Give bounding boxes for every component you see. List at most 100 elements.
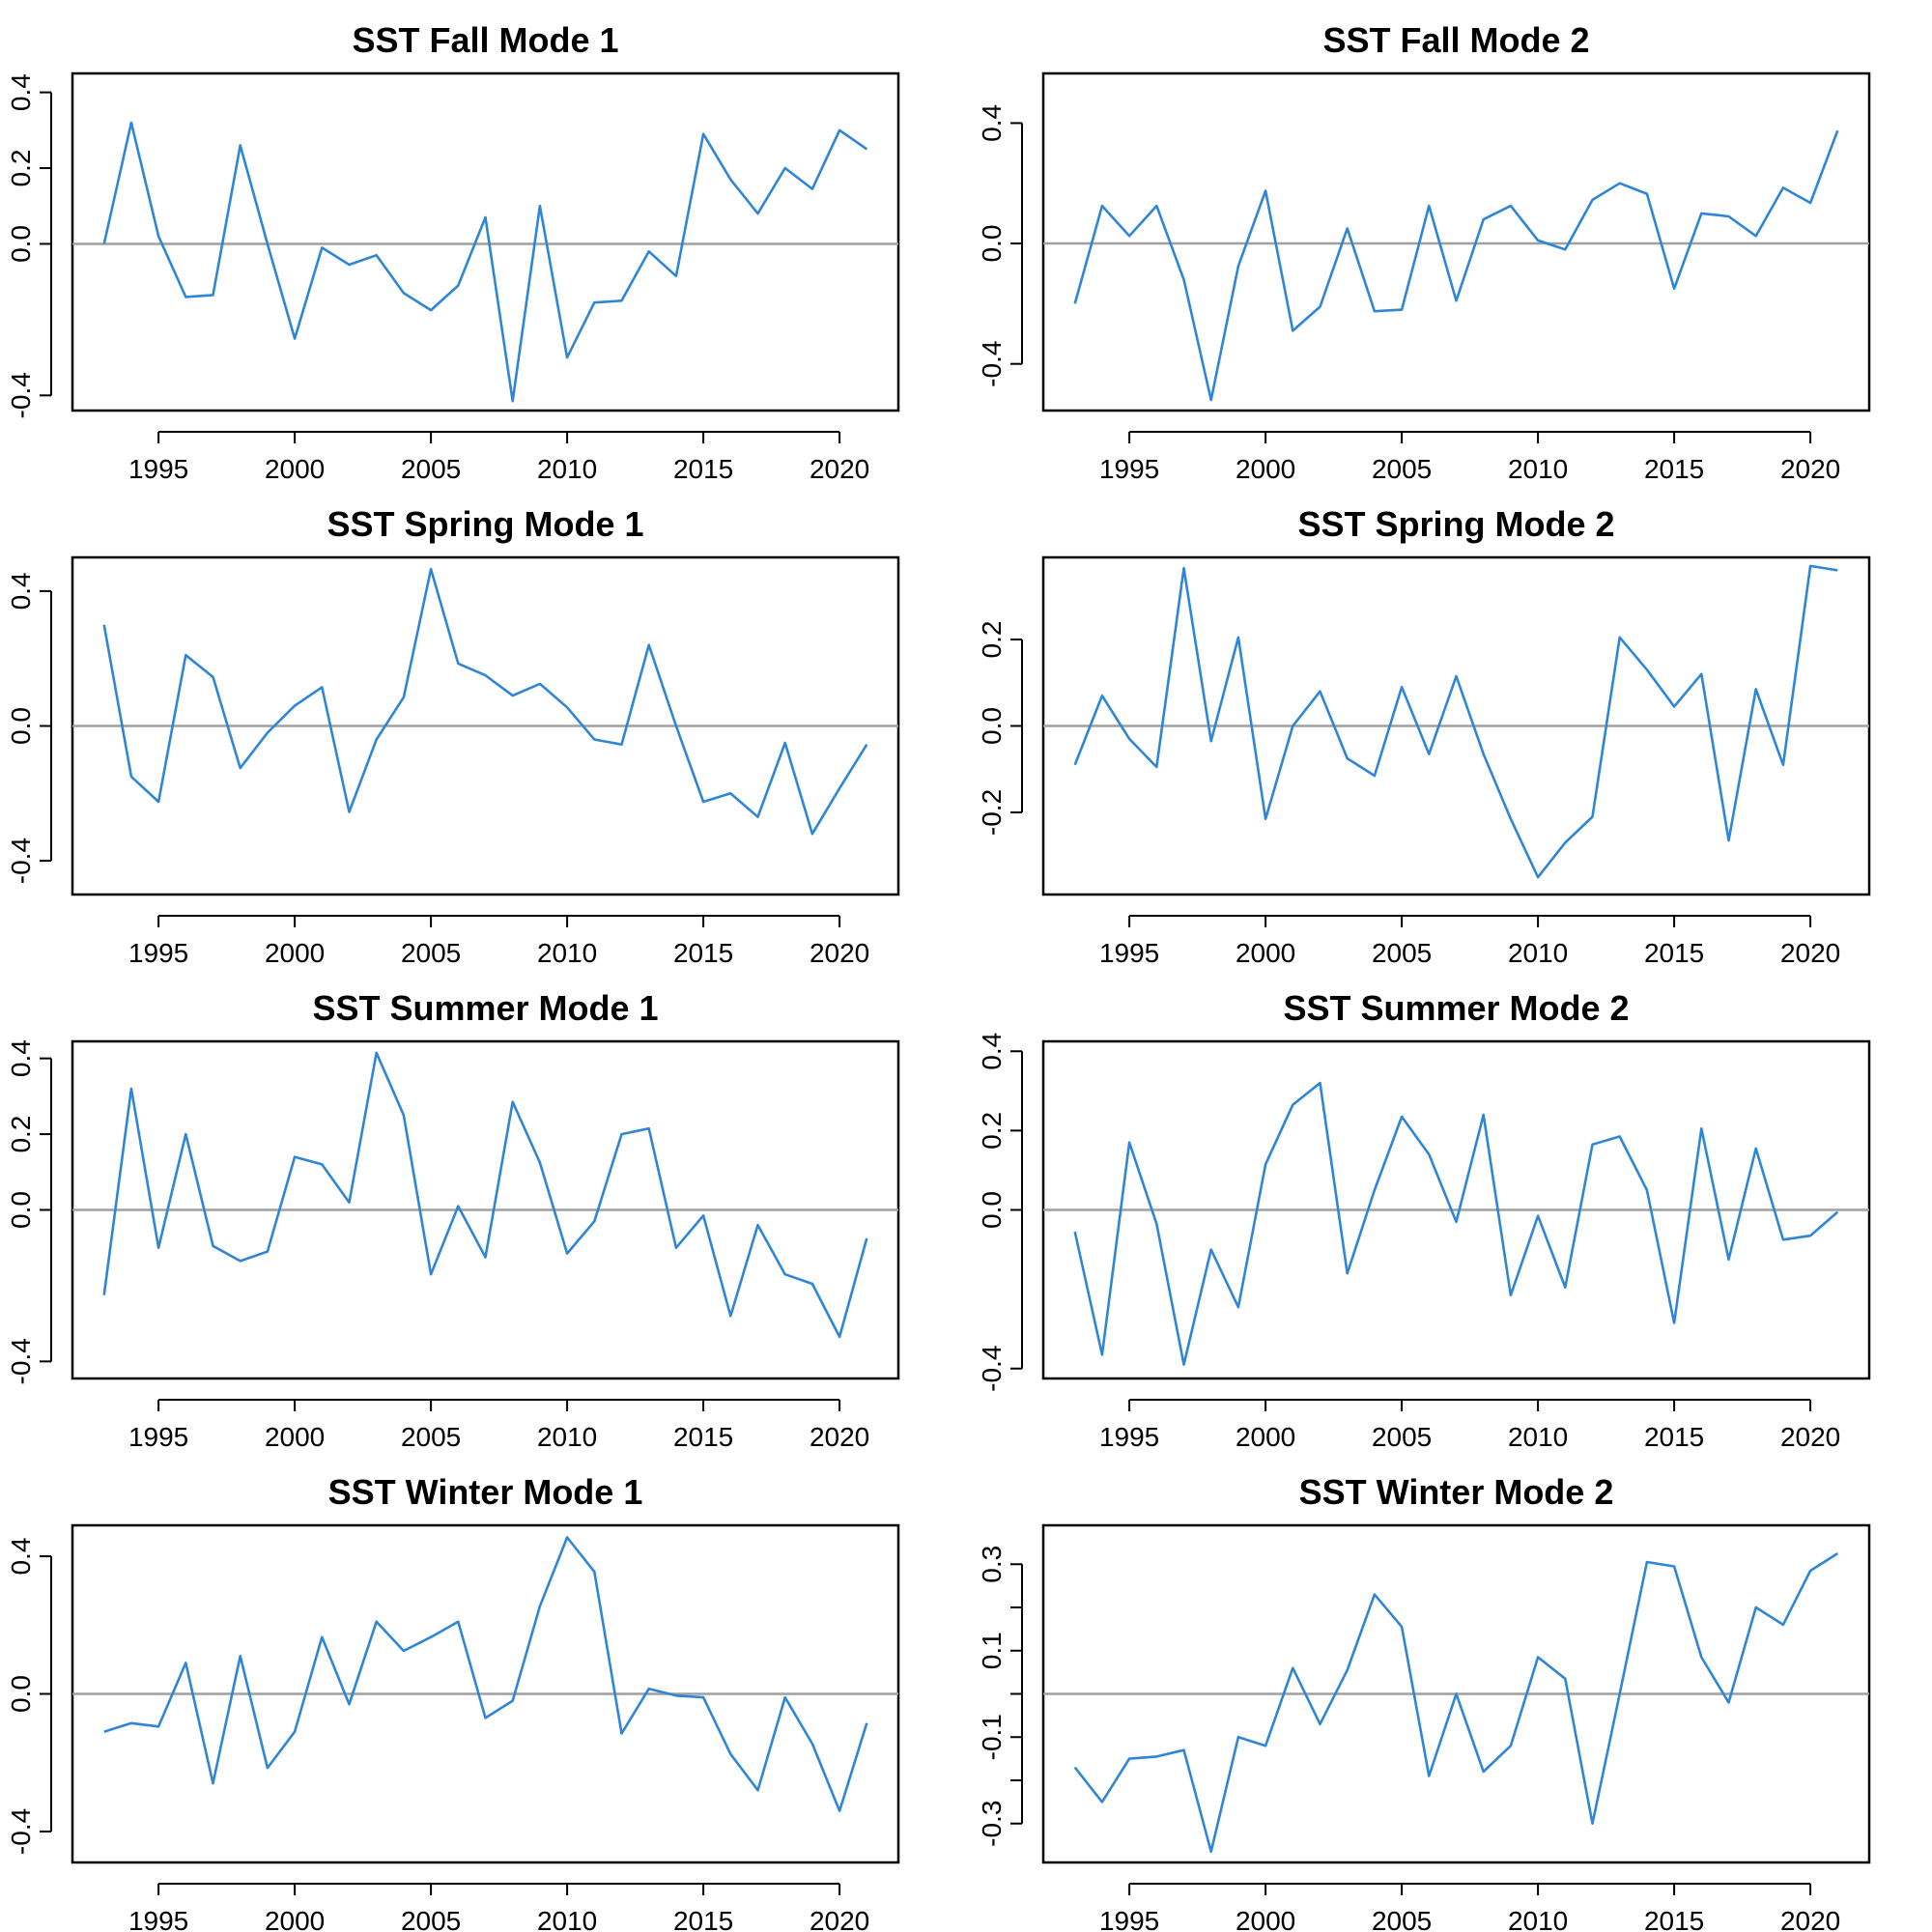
y-tick-label: 0.4 xyxy=(6,1538,36,1576)
x-tick-label: 1995 xyxy=(1099,938,1159,968)
y-tick-label: 0.4 xyxy=(6,572,36,610)
x-tick-label: 2000 xyxy=(265,454,325,484)
y-tick-label: -0.4 xyxy=(6,1338,36,1384)
x-tick-label: 2000 xyxy=(265,1422,325,1452)
x-tick-label: 2020 xyxy=(1780,1906,1840,1932)
x-tick-label: 2000 xyxy=(265,938,325,968)
x-tick-label: 2005 xyxy=(401,454,461,484)
x-tick-label: 2005 xyxy=(401,938,461,968)
chart-panel-5: SST Summer Mode 1 1995 2000 2005 2010 2015 202… xyxy=(6,988,900,1452)
series-line xyxy=(102,1051,868,1339)
x-tick-label: 2015 xyxy=(1644,938,1704,968)
y-tick-label: 0.3 xyxy=(977,1546,1007,1583)
x-tick-label: 2005 xyxy=(401,1906,461,1932)
y-tick-label: -0.4 xyxy=(6,372,36,418)
chart-panel-3: SST Spring Mode 1 1995 2000 2005 2010 2015 202… xyxy=(6,504,900,968)
x-tick-label: 2010 xyxy=(537,1422,597,1452)
x-tick-label: 2000 xyxy=(1236,454,1295,484)
y-tick-label: -0.3 xyxy=(977,1801,1007,1847)
series-line xyxy=(1073,129,1839,402)
x-tick-label: 1995 xyxy=(128,938,188,968)
chart-panel-2: SST Fall Mode 2 1995 2000 2005 2010 2015 2020 -… xyxy=(977,20,1871,484)
y-tick-label: 0.4 xyxy=(977,1033,1007,1070)
x-tick-label: 2020 xyxy=(810,938,869,968)
x-tick-label: 2000 xyxy=(265,1906,325,1932)
y-tick-label: -0.1 xyxy=(977,1714,1007,1760)
chart-panel-8: SST Winter Mode 2 1995 2000 2005 2010 2015 202… xyxy=(977,1472,1871,1932)
x-tick-label: 2015 xyxy=(1644,1422,1704,1452)
x-tick-label: 1995 xyxy=(1099,1422,1159,1452)
x-tick-label: 1995 xyxy=(128,1906,188,1932)
x-tick-label: 2005 xyxy=(1372,1906,1432,1932)
x-tick-label: 2015 xyxy=(673,454,733,484)
x-tick-label: 2020 xyxy=(1780,938,1840,968)
y-tick-label: -0.4 xyxy=(6,838,36,884)
series-line xyxy=(102,121,868,403)
series-line xyxy=(103,1536,868,1812)
panel-title: SST Summer Mode 1 xyxy=(312,988,658,1028)
x-tick-label: 2005 xyxy=(1372,938,1432,968)
y-tick-label: 0.4 xyxy=(6,73,36,111)
x-tick-label: 2000 xyxy=(1236,938,1295,968)
y-tick-label: -0.4 xyxy=(6,1808,36,1855)
panel-title: SST Spring Mode 2 xyxy=(1297,504,1614,544)
y-tick-label: -0.2 xyxy=(977,789,1007,836)
chart-panel-6: SST Summer Mode 2 1995 2000 2005 2010 2015 202… xyxy=(977,988,1871,1452)
panel-title: SST Winter Mode 1 xyxy=(328,1472,643,1512)
panel-title: SST Spring Mode 1 xyxy=(327,504,643,544)
plot-frame xyxy=(71,71,900,412)
y-tick-label: 0.2 xyxy=(6,150,36,187)
series-line xyxy=(1073,1552,1838,1854)
panel-title: SST Winter Mode 2 xyxy=(1299,1472,1614,1512)
x-tick-label: 2020 xyxy=(810,454,869,484)
x-tick-label: 2020 xyxy=(1780,454,1840,484)
x-tick-label: 2010 xyxy=(1508,1422,1568,1452)
x-tick-label: 2015 xyxy=(673,1906,733,1932)
y-tick-label: 0.0 xyxy=(6,225,36,263)
x-tick-label: 2005 xyxy=(1372,1422,1432,1452)
x-tick-label: 2010 xyxy=(1508,454,1568,484)
y-tick-label: -0.4 xyxy=(977,341,1007,387)
x-tick-label: 2010 xyxy=(537,938,597,968)
panel-title: SST Fall Mode 1 xyxy=(352,20,618,60)
y-tick-label: 0.1 xyxy=(977,1632,1007,1669)
y-tick-label: 0.4 xyxy=(977,104,1007,142)
y-tick-label: 0.0 xyxy=(977,1191,1007,1229)
y-tick-label: 0.0 xyxy=(977,225,1007,263)
plot-frame xyxy=(1041,71,1871,412)
y-tick-label: -0.4 xyxy=(977,1346,1007,1392)
x-tick-label: 1995 xyxy=(1099,1906,1159,1932)
y-tick-label: 0.2 xyxy=(6,1116,36,1153)
x-tick-label: 2010 xyxy=(1508,938,1568,968)
series-line xyxy=(1073,1081,1839,1366)
chart-panel-7: SST Winter Mode 1 1995 2000 2005 2010 2015 202… xyxy=(6,1472,900,1932)
x-tick-label: 1995 xyxy=(128,454,188,484)
x-tick-label: 2005 xyxy=(1372,454,1432,484)
x-tick-label: 2015 xyxy=(673,938,733,968)
chart-panel-4: SST Spring Mode 2 1995 2000 2005 2010 2015 202… xyxy=(977,504,1871,968)
y-tick-label: 0.0 xyxy=(6,1675,36,1713)
y-tick-label: 0.0 xyxy=(6,1191,36,1229)
panel-title: SST Fall Mode 2 xyxy=(1322,20,1589,60)
x-tick-label: 2020 xyxy=(810,1422,869,1452)
x-tick-label: 1995 xyxy=(128,1422,188,1452)
x-tick-label: 2010 xyxy=(537,1906,597,1932)
y-tick-label: 0.2 xyxy=(977,621,1007,659)
x-tick-label: 1995 xyxy=(1099,454,1159,484)
x-tick-label: 2010 xyxy=(537,454,597,484)
chart-panel-1: SST Fall Mode 1 1995 2000 2005 2010 2015 2020 -… xyxy=(6,20,900,484)
series-line xyxy=(102,567,868,836)
x-tick-label: 2020 xyxy=(810,1906,869,1932)
x-tick-label: 2005 xyxy=(401,1422,461,1452)
x-tick-label: 2015 xyxy=(673,1422,733,1452)
y-tick-label: 0.2 xyxy=(977,1112,1007,1150)
x-tick-label: 2015 xyxy=(1644,454,1704,484)
y-tick-label: 0.0 xyxy=(6,707,36,745)
x-tick-label: 2000 xyxy=(1236,1906,1295,1932)
x-tick-label: 2015 xyxy=(1644,1906,1704,1932)
panel-title: SST Summer Mode 2 xyxy=(1283,988,1629,1028)
y-tick-label: 0.0 xyxy=(977,707,1007,745)
y-tick-label: 0.4 xyxy=(6,1039,36,1077)
series-line xyxy=(1073,564,1838,879)
